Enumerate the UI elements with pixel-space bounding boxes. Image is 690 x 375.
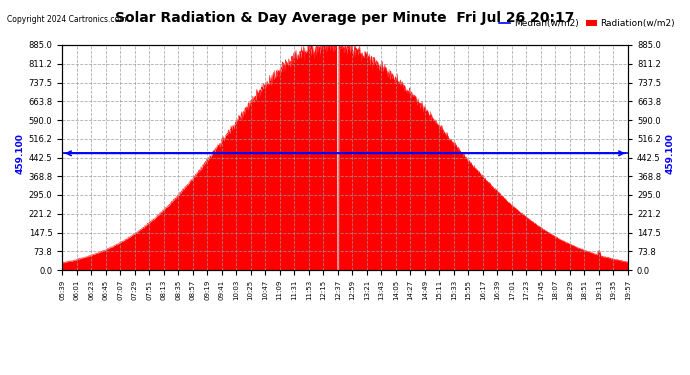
Text: Solar Radiation & Day Average per Minute  Fri Jul 26 20:17: Solar Radiation & Day Average per Minute…	[115, 11, 575, 25]
Legend: Median(w/m2), Radiation(w/m2): Median(w/m2), Radiation(w/m2)	[496, 16, 678, 32]
Text: 459.100: 459.100	[15, 133, 24, 174]
Text: Copyright 2024 Cartronics.com: Copyright 2024 Cartronics.com	[7, 15, 126, 24]
Text: 459.100: 459.100	[666, 133, 675, 174]
